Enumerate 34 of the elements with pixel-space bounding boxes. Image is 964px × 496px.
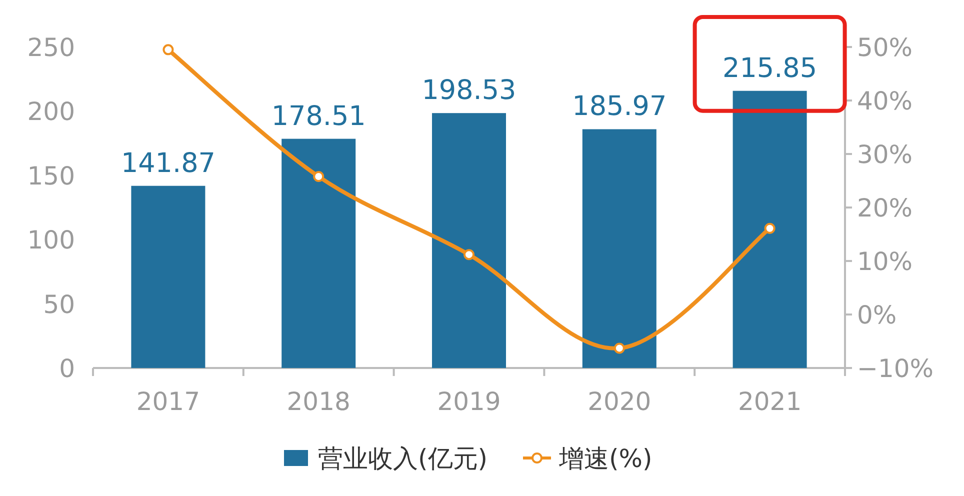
y-tick-label: 0 (59, 354, 75, 383)
y-tick-label: 50 (43, 290, 75, 319)
point (614, 342, 625, 354)
x-tick-label: 2021 (738, 387, 802, 416)
x-tick-label: 2020 (588, 387, 652, 416)
point (764, 222, 776, 234)
legend-label: 增速(%) (558, 444, 652, 473)
y2-tick-label: 10% (857, 247, 913, 276)
y2-tick-label: 0% (857, 300, 897, 330)
x-tick-label: 2018 (286, 387, 350, 416)
y-tick-label: 250 (27, 33, 75, 62)
y-tick-label: 200 (27, 97, 75, 126)
legend-label: 营业收入(亿元) (318, 444, 488, 473)
data-label: 185.97 (572, 91, 667, 122)
y2-tick-label: 30% (857, 140, 913, 169)
y2-tick-label: 40% (857, 86, 913, 116)
point (313, 170, 324, 182)
y2-tick-label: 20% (857, 194, 913, 222)
y2-tick-label: 50% (857, 33, 913, 62)
point (464, 249, 474, 260)
data-label: 141.87 (120, 148, 216, 179)
data-label: 215.85 (722, 52, 818, 84)
x-tick-label: 2019 (437, 387, 501, 416)
bar (582, 129, 656, 368)
bar (432, 113, 506, 368)
bar (282, 138, 356, 368)
y-tick-label: 100 (27, 226, 75, 255)
point (162, 44, 174, 56)
data-label: 178.51 (271, 100, 366, 132)
y-tick-label: 150 (27, 161, 75, 190)
data-label: 198.53 (422, 75, 516, 106)
x-tick-label: 2017 (136, 387, 200, 416)
bar (131, 186, 206, 368)
y2-tick-label: −10% (857, 354, 934, 383)
